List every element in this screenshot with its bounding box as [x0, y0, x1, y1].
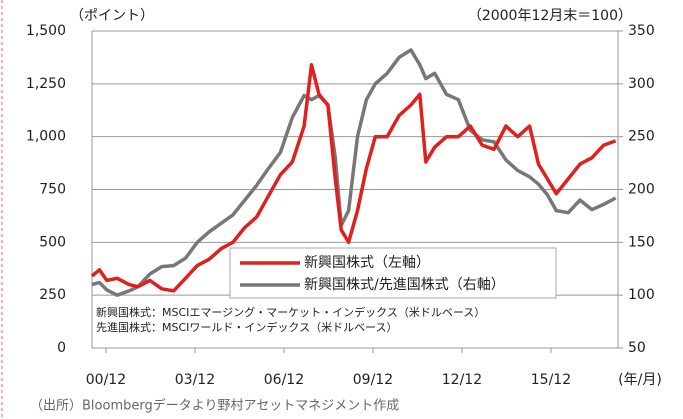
note: 新興国株式：MSCIエマージング・マーケット・インデックス（米ドルベース） — [96, 305, 485, 319]
note: 先進国株式：MSCIワールド・インデックス（米ドルベース） — [96, 320, 398, 334]
x-tick-label: 09/12 — [353, 372, 393, 388]
legend-label: 新興国株式（左軸） — [304, 255, 430, 271]
x-tick-label: 12/12 — [442, 372, 482, 388]
y2-tick-label: 350 — [628, 23, 655, 39]
source: （出所）Bloombergデータより野村アセットマネジメント作成 — [30, 398, 399, 414]
legend — [229, 247, 557, 299]
legend-label: 新興国株式/先進国株式（右軸） — [304, 277, 505, 293]
y-tick-label: 1,250 — [26, 76, 66, 92]
x-tick-label: 03/12 — [175, 372, 215, 388]
x-tick-label: 00/12 — [86, 372, 126, 388]
left-axis-label: （ポイント） — [70, 8, 154, 24]
y2-tick-label: 50 — [628, 340, 646, 356]
series-line — [90, 63, 617, 293]
y2-tick-label: 100 — [628, 287, 655, 303]
series-line — [91, 48, 617, 297]
y-tick-label: 0 — [57, 340, 66, 356]
y-tick-label: 750 — [39, 182, 66, 198]
x-tick-label: 06/12 — [264, 372, 304, 388]
y-tick-label: 1,000 — [26, 129, 66, 145]
y2-tick-label: 150 — [628, 234, 655, 250]
x-tick-label: 15/12 — [531, 372, 571, 388]
y2-tick-label: 200 — [628, 182, 655, 198]
x-axis-label: (年/月) — [618, 372, 662, 388]
right-axis-label: （2000年12月末＝100） — [468, 8, 632, 24]
y2-tick-label: 300 — [628, 76, 655, 92]
y-tick-label: 500 — [39, 234, 66, 250]
y-tick-label: 1,500 — [26, 23, 66, 39]
y2-tick-label: 250 — [628, 129, 655, 145]
y-tick-label: 250 — [39, 287, 66, 303]
